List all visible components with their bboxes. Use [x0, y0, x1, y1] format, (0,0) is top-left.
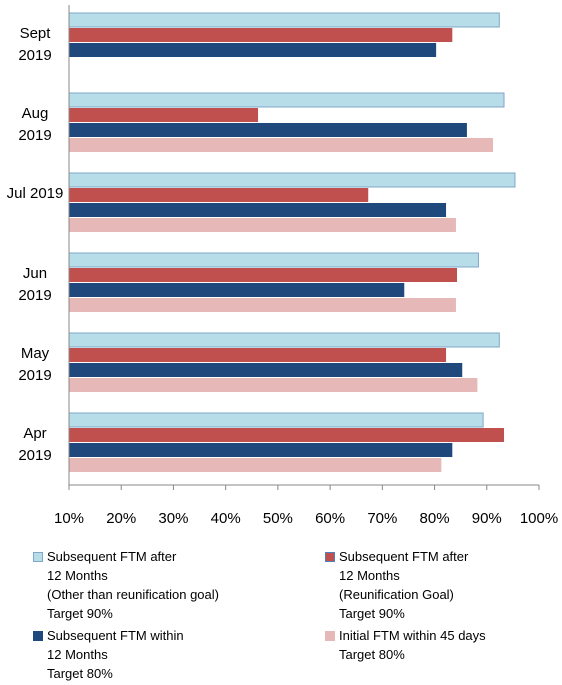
x-tick-label: 30%: [158, 510, 188, 527]
legend-label: Subsequent FTM within 12 Months Target 8…: [47, 628, 184, 681]
x-tick-label: 50%: [263, 510, 293, 527]
x-tick-label: 40%: [211, 510, 241, 527]
legend-label: Subsequent FTM after 12 Months (Reunific…: [339, 549, 469, 621]
bar: [69, 283, 405, 297]
bar: [69, 138, 494, 152]
bar: [68, 92, 505, 108]
bar: [69, 203, 447, 217]
bar: [68, 332, 500, 348]
bar: [68, 12, 500, 28]
bar: [69, 348, 447, 362]
legend-swatch: [33, 552, 43, 562]
category-label: Jun 2019: [18, 265, 52, 304]
x-tick-label: 10%: [54, 510, 84, 527]
bar: [69, 218, 456, 232]
bar: [69, 428, 505, 442]
bar: [68, 252, 479, 268]
bar: [68, 412, 484, 428]
x-tick-label: 70%: [367, 510, 397, 527]
x-tick-label: 20%: [106, 510, 136, 527]
bar: [69, 378, 478, 392]
bar: [69, 298, 456, 312]
bar: [69, 363, 463, 377]
category-label: May 2019: [18, 345, 52, 384]
category-label: Sept 2019: [18, 25, 52, 64]
bar: [69, 268, 458, 282]
x-tick-label: 80%: [420, 510, 450, 527]
category-label: Apr 2019: [18, 425, 52, 464]
bar: [69, 108, 259, 122]
legend-swatch: [33, 631, 43, 641]
legend-swatch: [325, 552, 335, 562]
legend-label: Subsequent FTM after 12 Months (Other th…: [47, 549, 219, 621]
bar: [69, 123, 467, 137]
legend-swatch: [325, 631, 335, 641]
bar: [69, 443, 453, 457]
x-tick-label: 90%: [472, 510, 502, 527]
x-tick-label: 60%: [315, 510, 345, 527]
bar: [69, 188, 369, 202]
category-label: Jul 2019: [6, 185, 64, 202]
bar: [69, 43, 437, 57]
bar: [69, 28, 453, 42]
x-tick-label: 100%: [520, 510, 558, 527]
bar: [68, 172, 516, 188]
category-label: Aug 2019: [18, 105, 52, 144]
bar: [69, 458, 442, 472]
legend-label: Initial FTM within 45 days Target 80%: [339, 628, 486, 662]
